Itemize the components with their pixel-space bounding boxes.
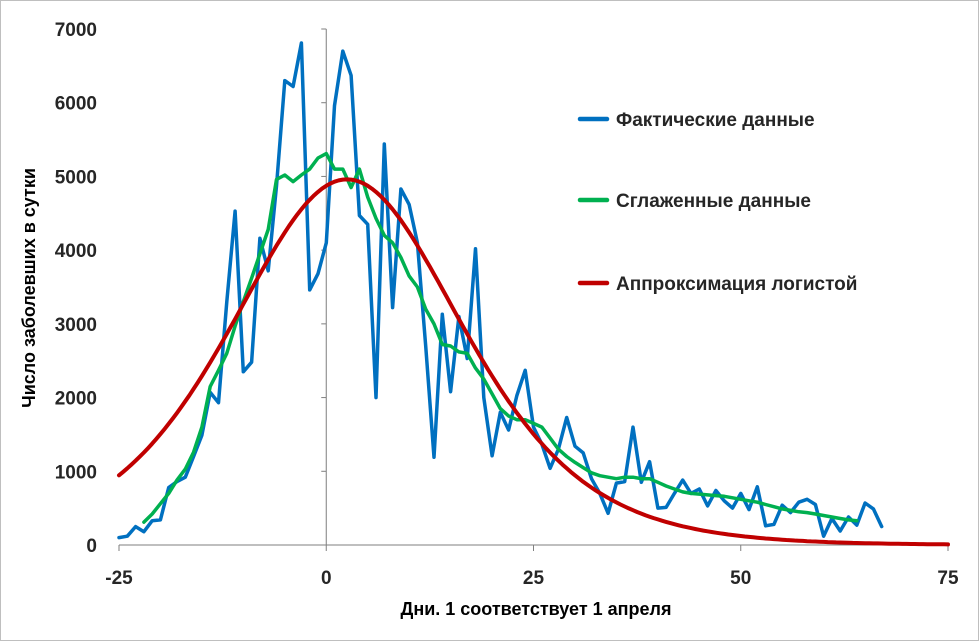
y-tick-label: 7000 bbox=[55, 20, 97, 41]
series-line-1 bbox=[117, 41, 884, 540]
x-tick-label: 0 bbox=[321, 568, 332, 589]
y-tick-label: 0 bbox=[86, 536, 97, 557]
legend: Фактические данные Сглаженные данные Аппро… bbox=[577, 110, 857, 295]
y-tick-label: 4000 bbox=[55, 241, 97, 262]
x-axis-title: Дни. 1 соответствует 1 апреля bbox=[401, 599, 672, 619]
series-layer bbox=[117, 41, 950, 547]
series-line-2 bbox=[142, 151, 859, 524]
y-tick-label: 2000 bbox=[55, 389, 97, 410]
y-tick-label: 5000 bbox=[55, 167, 97, 188]
x-tick-label: 75 bbox=[937, 568, 959, 589]
legend-label: Аппроксимация логистой bbox=[616, 274, 857, 295]
axes: 0 1000 2000 3000 4000 5000 6000 7000 -25 0 25 50 75 bbox=[55, 20, 959, 589]
y-tick-label: 1000 bbox=[55, 462, 97, 483]
x-tick-label: 25 bbox=[523, 568, 545, 589]
y-tick-label: 3000 bbox=[55, 315, 97, 336]
legend-label: Фактические данные bbox=[616, 110, 815, 131]
y-axis-title: Число заболевших в сутки bbox=[19, 168, 39, 408]
y-tick-label: 6000 bbox=[55, 94, 97, 115]
legend-label: Сглаженные данные bbox=[616, 191, 811, 212]
x-tick-label: 50 bbox=[730, 568, 751, 589]
series-line-3 bbox=[117, 177, 950, 547]
x-tick-label: -25 bbox=[105, 568, 133, 589]
